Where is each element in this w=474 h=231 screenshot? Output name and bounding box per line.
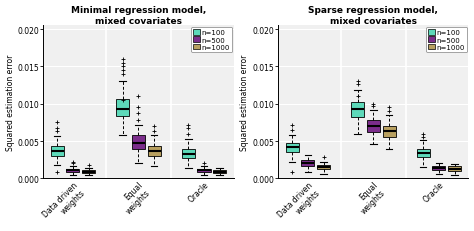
Title: Minimal regression model,
mixed covariates: Minimal regression model, mixed covariat… (71, 6, 206, 26)
PathPatch shape (132, 136, 145, 150)
Y-axis label: Squared estimation error: Squared estimation error (6, 55, 15, 150)
PathPatch shape (432, 167, 446, 170)
Title: Sparse regression model,
mixed covariates: Sparse regression model, mixed covariate… (309, 6, 438, 26)
PathPatch shape (417, 149, 430, 158)
PathPatch shape (213, 170, 226, 173)
PathPatch shape (448, 167, 461, 171)
Legend: n=100, n=500, n=1000: n=100, n=500, n=1000 (191, 28, 232, 53)
PathPatch shape (285, 143, 299, 152)
PathPatch shape (198, 169, 210, 172)
PathPatch shape (82, 170, 95, 173)
PathPatch shape (367, 121, 380, 133)
PathPatch shape (116, 100, 129, 117)
Legend: n=100, n=500, n=1000: n=100, n=500, n=1000 (426, 28, 467, 53)
PathPatch shape (182, 149, 195, 158)
PathPatch shape (66, 169, 80, 172)
PathPatch shape (317, 165, 330, 170)
PathPatch shape (51, 147, 64, 156)
PathPatch shape (383, 127, 396, 138)
PathPatch shape (147, 146, 161, 156)
Y-axis label: Squared estimation error: Squared estimation error (240, 55, 249, 150)
PathPatch shape (351, 102, 364, 118)
PathPatch shape (301, 160, 314, 166)
